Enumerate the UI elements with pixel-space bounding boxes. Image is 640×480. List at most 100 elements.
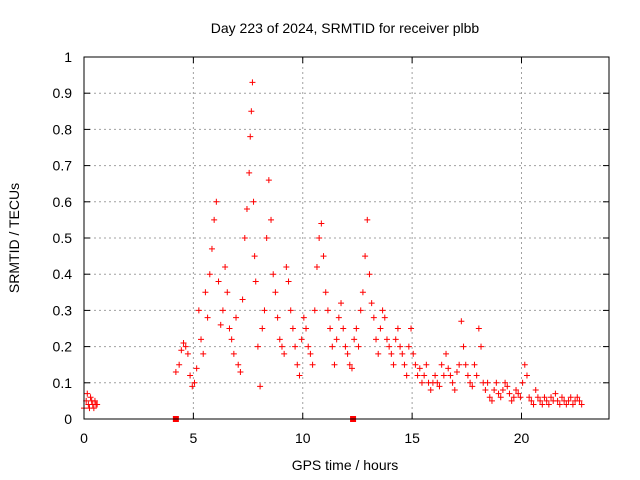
data-point	[324, 307, 331, 314]
y-tick-label: 0.3	[53, 302, 73, 318]
data-point	[447, 372, 454, 379]
data-point	[440, 372, 447, 379]
data-point	[563, 401, 570, 408]
data-point	[248, 108, 255, 115]
data-point	[342, 343, 349, 350]
data-point	[84, 390, 91, 397]
data-point	[386, 343, 393, 350]
x-tick-label: 10	[295, 430, 311, 446]
data-point	[392, 336, 399, 343]
data-point	[539, 401, 546, 408]
data-point	[184, 350, 191, 357]
data-point	[414, 372, 421, 379]
data-point	[438, 361, 445, 368]
data-point	[375, 350, 382, 357]
data-point	[412, 361, 419, 368]
data-point	[278, 343, 285, 350]
data-point	[213, 198, 220, 205]
data-point	[449, 379, 456, 386]
data-point	[195, 307, 202, 314]
data-point	[390, 361, 397, 368]
data-point	[294, 361, 301, 368]
data-point	[303, 325, 310, 332]
data-point	[335, 314, 342, 321]
y-tick-label: 0.6	[53, 194, 73, 210]
data-point	[432, 372, 439, 379]
data-point	[569, 401, 576, 408]
data-point	[333, 336, 340, 343]
data-point	[401, 361, 408, 368]
data-point	[537, 397, 544, 404]
data-point	[504, 383, 511, 390]
data-point	[202, 289, 209, 296]
data-point	[226, 325, 233, 332]
data-point	[215, 278, 222, 285]
data-point	[534, 394, 541, 401]
data-point	[285, 278, 292, 285]
data-point	[355, 343, 362, 350]
data-point	[287, 307, 294, 314]
data-point	[578, 401, 585, 408]
y-axis-label: SRMTID / TECUs	[6, 183, 22, 293]
data-point	[388, 350, 395, 357]
data-point	[309, 361, 316, 368]
axis-ticks: 00.10.20.30.40.50.60.70.80.910 5 10 15 20	[53, 49, 609, 446]
data-point	[370, 314, 377, 321]
y-tick-label: 0.1	[53, 375, 73, 391]
data-point	[521, 361, 528, 368]
data-point	[416, 365, 423, 372]
data-point	[445, 365, 452, 372]
data-point	[486, 394, 493, 401]
data-point	[217, 321, 224, 328]
data-point	[296, 372, 303, 379]
data-point	[247, 133, 254, 140]
data-point	[493, 379, 500, 386]
data-point	[251, 253, 258, 260]
data-point	[397, 343, 404, 350]
data-point	[233, 314, 240, 321]
data-point	[320, 253, 327, 260]
data-point	[410, 350, 417, 357]
data-point	[362, 253, 369, 260]
data-point	[182, 343, 189, 350]
data-point	[252, 278, 259, 285]
data-point	[464, 372, 471, 379]
data-point	[530, 401, 537, 408]
data-point	[268, 216, 275, 223]
chart-title: Day 223 of 2024, SRMTID for receiver plb…	[211, 20, 480, 36]
data-point	[478, 343, 485, 350]
x-tick-label: 5	[189, 430, 197, 446]
data-point	[316, 235, 323, 241]
data-point	[257, 383, 264, 390]
data-point	[239, 296, 246, 303]
data-point	[495, 390, 502, 397]
data-point	[532, 387, 539, 394]
y-tick-label: 0.9	[53, 85, 73, 101]
data-point	[543, 397, 550, 404]
data-point	[172, 368, 179, 375]
data-point	[366, 271, 373, 278]
data-point	[558, 394, 565, 401]
data-point	[434, 379, 441, 386]
data-point	[348, 365, 355, 372]
data-point	[311, 307, 318, 314]
data-points	[81, 79, 585, 422]
data-point	[565, 397, 572, 404]
data-point	[340, 325, 347, 332]
data-point	[364, 216, 371, 223]
data-point	[541, 394, 548, 401]
data-point	[519, 379, 526, 386]
x-tick-label: 20	[514, 430, 530, 446]
data-point	[353, 325, 360, 332]
data-point	[298, 336, 305, 343]
y-tick-label: 0.2	[53, 339, 73, 355]
data-point	[180, 339, 187, 346]
data-point	[250, 198, 257, 205]
data-point	[513, 387, 520, 394]
data-point	[246, 169, 253, 176]
data-point	[224, 289, 231, 296]
data-point	[497, 394, 504, 401]
data-point	[272, 289, 279, 296]
y-tick-label: 1	[64, 49, 72, 65]
data-point	[94, 401, 101, 408]
